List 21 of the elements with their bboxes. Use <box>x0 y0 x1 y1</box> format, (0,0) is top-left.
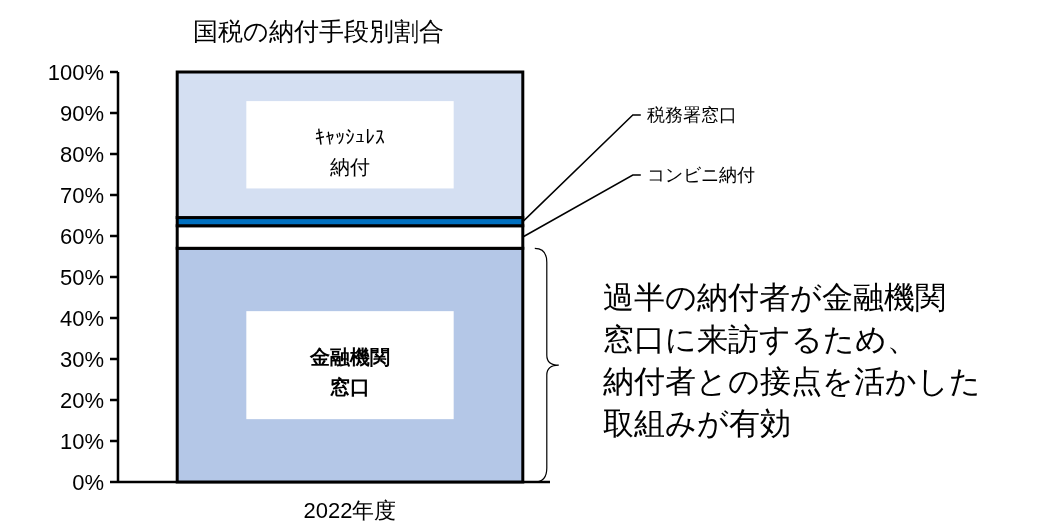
text: 窓口に来訪するため、 <box>603 322 918 357</box>
y-tick-label: 40% <box>59 306 104 331</box>
text: 納付者との接点を活かした <box>603 364 981 399</box>
y-tick-label: 60% <box>59 224 104 249</box>
chart-title: 国税の納付手段別割合 <box>192 17 444 45</box>
y-tick-label: 10% <box>59 429 104 454</box>
text: 取組みが有効 <box>603 406 791 441</box>
y-tick-label: 20% <box>59 388 104 413</box>
text: 過半の納付者が金融機関 <box>603 280 946 315</box>
x-tick-label: 2022年度 <box>303 498 397 523</box>
y-tick-label: 70% <box>59 183 104 208</box>
text: 税務署窓口 <box>646 105 737 125</box>
series-label: ｷｬｯｼｭﾚｽ納付 <box>315 125 385 178</box>
y-tick-label: 80% <box>59 142 104 167</box>
y-tick-label: 30% <box>59 347 104 372</box>
y-tick-label: 90% <box>59 101 104 126</box>
y-tick-label: 50% <box>59 265 104 290</box>
text: コンビニ納付 <box>646 165 755 185</box>
series-label: 金融機関窓口 <box>309 346 390 399</box>
y-tick-label: 100% <box>47 60 104 85</box>
y-tick-label: 0% <box>72 470 104 495</box>
